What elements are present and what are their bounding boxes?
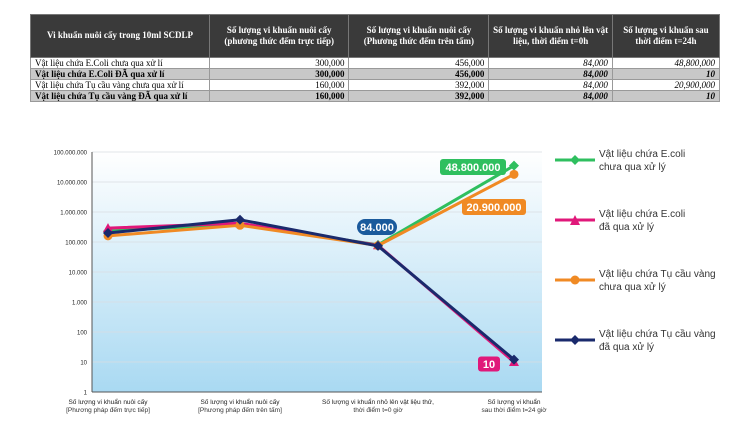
cell-t0: 84,000 xyxy=(488,68,613,80)
legend-label: Vật liệu chứa E.coli chưa qua xử lý xyxy=(599,149,686,173)
data-point xyxy=(509,160,519,171)
cell-t24: 20,900,000 xyxy=(611,79,721,91)
table-row: Vật liệu chứa Tụ cầu vàng ĐÃ qua xử lí 1… xyxy=(30,90,721,102)
y-tick-label: 10 xyxy=(80,361,87,367)
y-tick-label: 1.000.000 xyxy=(60,211,87,217)
annotation-badge xyxy=(462,199,526,215)
row-label: Vật liệu chứa E.Coli ĐÃ qua xử lí xyxy=(30,68,210,80)
y-tick-label: 100 xyxy=(77,331,88,337)
x-tick-label: Số lượng vi khuẩn nuôi cấy xyxy=(68,397,148,406)
cell-t0: 84,000 xyxy=(488,57,613,69)
legend-line-icon xyxy=(555,155,595,165)
x-tick-label: Số lượng vi khuẩn nuôi cấy xyxy=(200,397,280,406)
header-t24: Số lượng vi khuẩn sau thời điểm t=24h xyxy=(611,14,721,58)
annotation-label: 20.900.000 xyxy=(466,202,521,214)
table-row: Vật liệu chứa E.Coli ĐÃ qua xử lí 300,00… xyxy=(30,68,721,80)
cell-t24: 10 xyxy=(611,68,721,80)
data-point xyxy=(103,223,113,233)
header-t0: Số lượng vi khuẩn nhỏ lên vật liệu, thời… xyxy=(488,14,613,58)
annotation-badge xyxy=(440,159,506,175)
cell-t0: 84,000 xyxy=(488,90,613,102)
cell-t24: 48,800,000 xyxy=(611,57,721,69)
cell-direct: 160,000 xyxy=(208,79,350,91)
annotation-label: 48.800.000 xyxy=(445,162,500,174)
cell-direct: 300,000 xyxy=(208,68,350,80)
cell-plate: 392,000 xyxy=(348,79,490,91)
legend-label: Vật liệu chứa Tụ cầu vàng đã qua xử lý xyxy=(599,329,716,353)
header-plate-count: Số lượng vi khuẩn nuôi cấy (Phương thức … xyxy=(348,14,490,58)
y-tick-label: 100.000.000 xyxy=(54,151,88,157)
legend-line-icon xyxy=(555,215,595,225)
y-tick-label: 1 xyxy=(84,391,88,397)
series-line-3 xyxy=(107,218,515,361)
row-label: Vật liệu chứa Tụ cầu vàng ĐÃ qua xử lí xyxy=(30,90,210,102)
data-point xyxy=(235,220,245,230)
annotation-badge xyxy=(478,356,500,372)
annotation-label: 10 xyxy=(483,359,495,371)
cell-t0: 84,000 xyxy=(488,79,613,91)
data-point xyxy=(509,169,519,179)
legend-line-icon xyxy=(555,335,595,345)
x-tick-sublabel: [Phương pháp đếm trực tiếp] xyxy=(66,405,150,414)
annotation-badge xyxy=(357,219,397,235)
data-point xyxy=(373,240,383,251)
row-label: Vật liệu chứa Tụ cầu vàng chưa qua xử lí xyxy=(30,79,210,91)
legend-label: Vật liệu chứa E.coli đã qua xử lý xyxy=(599,209,686,233)
header-bacteria: Vi khuẩn nuôi cấy trong 10ml SCDLP xyxy=(30,14,210,58)
table-row: Vật liệu chứa Tụ cầu vàng chưa qua xử lí… xyxy=(30,79,721,91)
y-tick-label: 100.000 xyxy=(65,241,87,247)
cell-t24: 10 xyxy=(611,90,721,102)
results-table: Vi khuẩn nuôi cấy trong 10ml SCDLP Số lư… xyxy=(30,14,721,102)
x-tick-label: Số lượng vi khuẩn nhỏ lên vật liệu thử, xyxy=(322,397,434,406)
cell-plate: 456,000 xyxy=(348,68,490,80)
cell-direct: 160,000 xyxy=(208,90,350,102)
legend-label: Vật liệu chứa Tụ cầu vàng chưa qua xử lý xyxy=(599,269,716,293)
bacteria-log-chart: 1 10 100 1.000 10.000 100.000 1.000.000 10.000.… xyxy=(54,151,548,415)
x-tick-sublabel: thời điểm t=0 giờ xyxy=(353,406,403,414)
row-label: Vật liệu chứa E.Coli chưa qua xử lí xyxy=(30,57,210,69)
y-tick-label: 10.000.000 xyxy=(57,181,88,187)
x-tick-sublabel: [Phương pháp đếm trên tấm] xyxy=(198,405,282,414)
annotation-label: 84.000 xyxy=(360,222,394,234)
x-tick-label: Số lượng vi khuẩn xyxy=(487,397,540,406)
cell-plate: 456,000 xyxy=(348,57,490,69)
data-point xyxy=(509,354,519,365)
table-row: Vật liệu chứa E.Coli chưa qua xử lí 300,… xyxy=(30,57,721,69)
x-tick-sublabel: sau thời điểm t=24 giờ xyxy=(481,406,547,414)
series-line-2 xyxy=(107,173,515,248)
header-direct-count: Số lượng vi khuẩn nuôi cấy (phương thức … xyxy=(208,14,350,58)
data-point xyxy=(103,227,113,238)
data-point xyxy=(235,214,245,225)
legend-line-icon xyxy=(555,275,595,285)
y-tick-label: 10.000 xyxy=(69,271,88,277)
cell-direct: 300,000 xyxy=(208,57,350,69)
y-tick-label: 1.000 xyxy=(72,301,88,307)
cell-plate: 392,000 xyxy=(348,90,490,102)
